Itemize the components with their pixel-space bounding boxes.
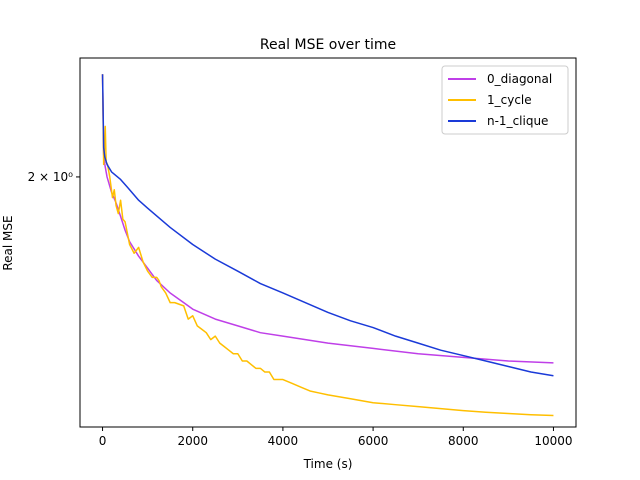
y-tick-label: 2 × 10⁰ bbox=[28, 170, 74, 184]
legend-label: 0_diagonal bbox=[487, 72, 552, 86]
plot-frame bbox=[79, 57, 577, 428]
legend-label: n-1_clique bbox=[487, 114, 548, 128]
axes-layer: 0 2000 4000 6000 8000 10000 2 × 10⁰ bbox=[28, 57, 577, 448]
series-layer bbox=[101, 74, 554, 417]
series-line-1-cycle bbox=[101, 74, 554, 417]
x-axis-label: Time (s) bbox=[303, 457, 353, 471]
x-tick-label: 0 bbox=[99, 434, 107, 448]
chart-title: Real MSE over time bbox=[260, 37, 396, 53]
legend-box bbox=[441, 65, 569, 135]
x-tick-label: 2000 bbox=[177, 434, 208, 448]
x-tick-label: 4000 bbox=[268, 434, 299, 448]
series-line-n-1-clique bbox=[101, 74, 554, 377]
x-tick-label: 10000 bbox=[534, 434, 572, 448]
x-tick-label: 6000 bbox=[358, 434, 389, 448]
legend-label: 1_cycle bbox=[487, 93, 532, 107]
x-tick-label: 8000 bbox=[448, 434, 479, 448]
y-axis-label: Real MSE bbox=[1, 215, 15, 270]
legend: 0_diagonal 1_cycle n-1_clique bbox=[441, 65, 569, 135]
